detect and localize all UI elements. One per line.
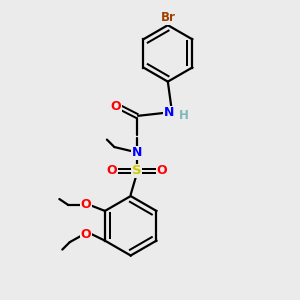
Text: O: O xyxy=(106,164,117,177)
Text: O: O xyxy=(110,100,121,113)
Text: H: H xyxy=(179,109,189,122)
Text: Br: Br xyxy=(160,11,175,24)
Text: N: N xyxy=(131,146,142,160)
Text: O: O xyxy=(156,164,167,177)
Text: S: S xyxy=(132,164,141,177)
Text: O: O xyxy=(81,199,92,212)
Text: O: O xyxy=(81,228,92,241)
Text: N: N xyxy=(164,106,175,119)
